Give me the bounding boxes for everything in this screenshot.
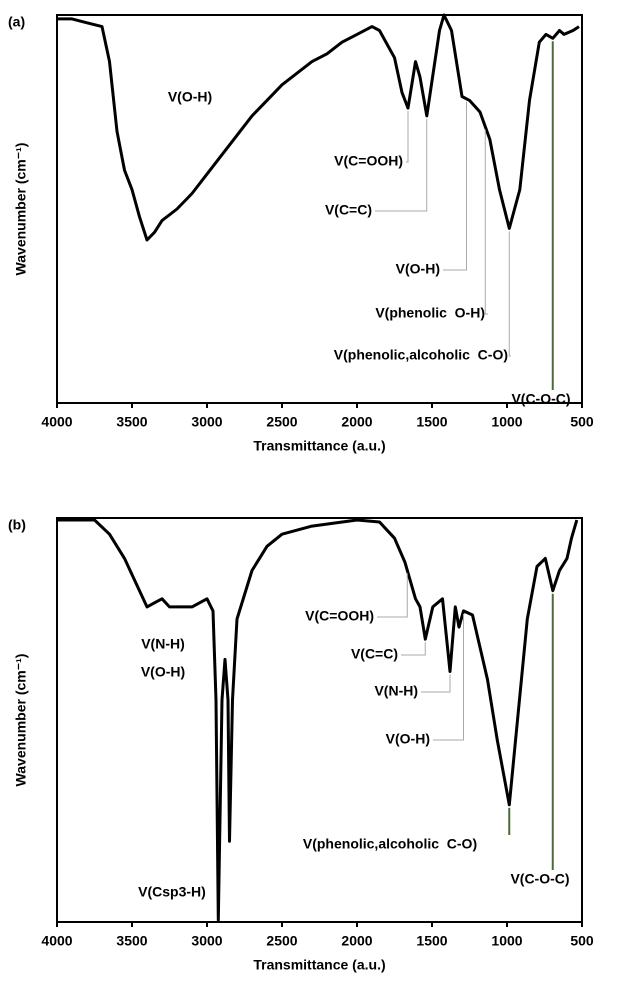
- x-axis-label: Transmittance (a.u.): [253, 438, 385, 454]
- annotation: V(N-H): [374, 683, 418, 699]
- x-tick-label: 2000: [341, 414, 372, 430]
- annotation: V(O-H): [386, 731, 430, 747]
- x-tick-label: 2500: [266, 414, 297, 430]
- annotation: V(phenolic,alcoholic C-O): [334, 347, 508, 363]
- x-tick-label: 1000: [491, 933, 522, 949]
- x-tick-label: 3500: [116, 933, 147, 949]
- annotation: V(C=OOH): [305, 608, 374, 624]
- leader-line: [508, 231, 511, 357]
- x-tick-label: 3000: [191, 933, 222, 949]
- annotation: V(phenolic O-H): [375, 305, 485, 321]
- annotation: V(N-H): [141, 636, 185, 652]
- x-tick-label: 1000: [491, 414, 522, 430]
- annotation: V(C=C): [325, 202, 372, 218]
- y-axis-label: Wavenumber (cm⁻¹): [13, 143, 29, 276]
- x-tick-label: 500: [570, 933, 594, 949]
- leader-line: [443, 101, 467, 271]
- annotation: V(O-H): [168, 89, 212, 105]
- annotation: V(C=OOH): [334, 153, 403, 169]
- annotation: V(C=C): [351, 646, 398, 662]
- leader-line: [375, 118, 428, 212]
- x-tick-label: 500: [570, 414, 594, 430]
- x-tick-label: 1500: [416, 933, 447, 949]
- x-tick-label: 4000: [41, 414, 72, 430]
- x-tick-label: 2500: [266, 933, 297, 949]
- spectrum-line: [57, 518, 579, 922]
- annotation: V(phenolic,alcoholic C-O): [303, 836, 477, 852]
- annotation: V(O-H): [396, 261, 440, 277]
- panel-label: (b): [8, 517, 26, 533]
- leader-line: [421, 674, 451, 693]
- plot-frame: [56, 517, 583, 923]
- annotation: V(C-O-C): [511, 391, 570, 407]
- x-tick-label: 2000: [341, 933, 372, 949]
- leader-line: [406, 111, 409, 163]
- leader-line: [401, 642, 426, 656]
- panel-label: (a): [8, 14, 25, 30]
- x-tick-label: 3500: [116, 414, 147, 430]
- plot-frame: [56, 14, 583, 404]
- annotation: V(C-O-C): [510, 871, 569, 887]
- spectrum-line: [57, 13, 580, 242]
- y-axis-label: Wavenumber (cm⁻¹): [13, 654, 29, 787]
- x-tick-label: 1500: [416, 414, 447, 430]
- x-axis-label: Transmittance (a.u.): [253, 957, 385, 973]
- annotation: V(O-H): [141, 664, 185, 680]
- annotation: V(Csp3-H): [138, 884, 206, 900]
- leader-line: [377, 573, 408, 618]
- x-tick-label: 3000: [191, 414, 222, 430]
- x-tick-label: 4000: [41, 933, 72, 949]
- leader-line: [433, 613, 464, 741]
- leader-line: [484, 129, 488, 315]
